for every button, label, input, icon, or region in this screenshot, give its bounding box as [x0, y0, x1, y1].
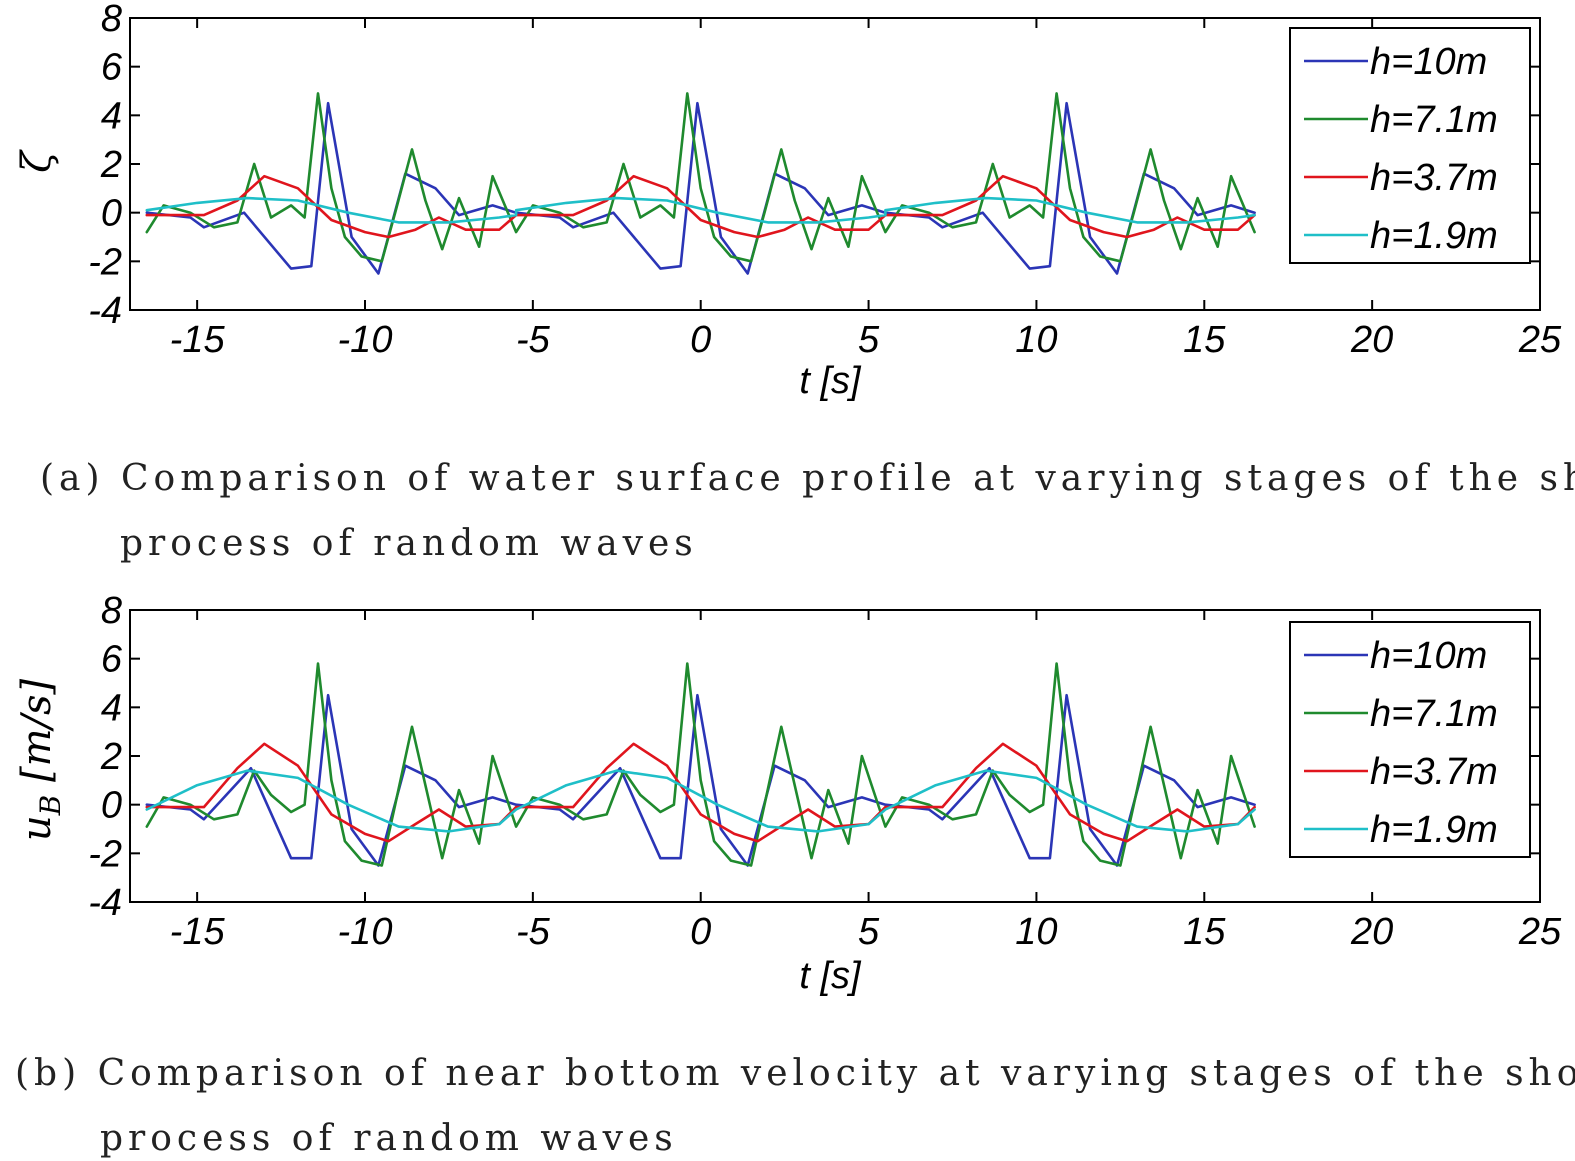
x-tick-label: 5	[858, 319, 880, 361]
legend-box	[1289, 621, 1531, 858]
x-tick-label: -15	[170, 911, 226, 953]
y-tick-label: 6	[101, 639, 123, 681]
y-tick-label: -4	[88, 882, 122, 924]
y-axis-label-u: u	[14, 815, 60, 841]
series-layer	[145, 662, 1256, 867]
series-line-h-3-7m	[145, 742, 1256, 843]
x-tick-label: 15	[1183, 911, 1226, 953]
legend-label: h=10m	[1370, 41, 1487, 83]
y-tick-label: -4	[88, 290, 122, 332]
y-tick-label: 4	[101, 687, 122, 729]
chart-panel-b: -15 -10 -5 0 5 10 15 20 25 -4 -2 0 2 4 6 8 t [s] uB [m/…	[14, 590, 1562, 997]
x-tick-label: 20	[1350, 319, 1393, 361]
x-axis-label: t [s]	[799, 360, 862, 402]
y-tick-label: 0	[101, 785, 122, 827]
y-tick-label: 2	[100, 144, 122, 186]
caption-b-line1: (b) Comparison of near bottom velocity a…	[15, 1053, 1575, 1094]
tick-labels: -15 -10 -5 0 5 10 15 20 25 -4 -2 0 2 4 6 8	[88, 0, 1562, 361]
y-tick-label: 8	[101, 590, 122, 632]
legend-label: h=1.9m	[1370, 809, 1498, 851]
series-line-h-10m	[145, 101, 1256, 275]
y-tick-label: -2	[88, 241, 122, 283]
legend: h=10m h=7.1m h=3.7m h=1.9m	[1289, 27, 1531, 264]
x-tick-label: -15	[170, 319, 226, 361]
x-tick-label: -5	[516, 319, 551, 361]
x-tick-label: 10	[1015, 911, 1057, 953]
y-axis-label: uB [m/s]	[14, 679, 67, 842]
x-tick-label: -10	[338, 911, 393, 953]
x-tick-label: 25	[1518, 319, 1562, 361]
legend: h=10m h=7.1m h=3.7m h=1.9m	[1289, 621, 1531, 858]
axis-ticks	[130, 609, 1541, 903]
legend-label: h=7.1m	[1370, 99, 1498, 141]
legend-label: h=1.9m	[1370, 215, 1498, 257]
series-line-h-10m	[145, 693, 1256, 867]
y-axis-label-units: [m/s]	[14, 679, 60, 795]
series-line-h-7-1m	[145, 92, 1256, 263]
x-tick-label: 10	[1015, 319, 1057, 361]
x-tick-label: 20	[1350, 911, 1393, 953]
series-line-h-1-9m	[145, 769, 1256, 833]
caption-a-line2: process of random waves	[120, 523, 698, 564]
x-tick-label: 0	[690, 911, 711, 953]
legend-label: h=10m	[1370, 635, 1487, 677]
x-tick-label: -5	[516, 911, 551, 953]
y-tick-label: 4	[101, 95, 122, 137]
y-tick-label: 8	[101, 0, 122, 40]
legend-box	[1289, 27, 1531, 264]
legend-label: h=3.7m	[1370, 157, 1498, 199]
y-tick-label: 6	[101, 47, 123, 89]
series-line-h-7-1m	[145, 662, 1256, 867]
y-axis-label-subscript: B	[34, 795, 67, 817]
caption-b-line2: process of random waves	[100, 1118, 678, 1159]
chart-panel-a: -15 -10 -5 0 5 10 15 20 25 -4 -2 0 2 4 6 8 t [s] ζ h=10…	[14, 0, 1562, 402]
series-layer	[145, 92, 1256, 275]
legend-label: h=3.7m	[1370, 751, 1498, 793]
x-tick-label: 15	[1183, 319, 1226, 361]
x-tick-label: 5	[858, 911, 880, 953]
legend-label: h=7.1m	[1370, 693, 1498, 735]
y-tick-label: 2	[100, 736, 122, 778]
series-line-h-3-7m	[145, 174, 1256, 239]
axis-ticks	[130, 17, 1541, 311]
x-tick-label: 0	[690, 319, 711, 361]
caption-a-line1: (a) Comparison of water surface profile …	[40, 458, 1575, 499]
y-tick-label: 0	[101, 193, 122, 235]
x-tick-label: 25	[1518, 911, 1562, 953]
series-line-h-1-9m	[145, 196, 1256, 224]
y-axis-label: ζ	[14, 149, 60, 173]
y-tick-label: -2	[88, 833, 122, 875]
x-tick-label: -10	[338, 319, 393, 361]
x-axis-label: t [s]	[799, 955, 862, 997]
tick-labels: -15 -10 -5 0 5 10 15 20 25 -4 -2 0 2 4 6 8	[88, 590, 1562, 953]
